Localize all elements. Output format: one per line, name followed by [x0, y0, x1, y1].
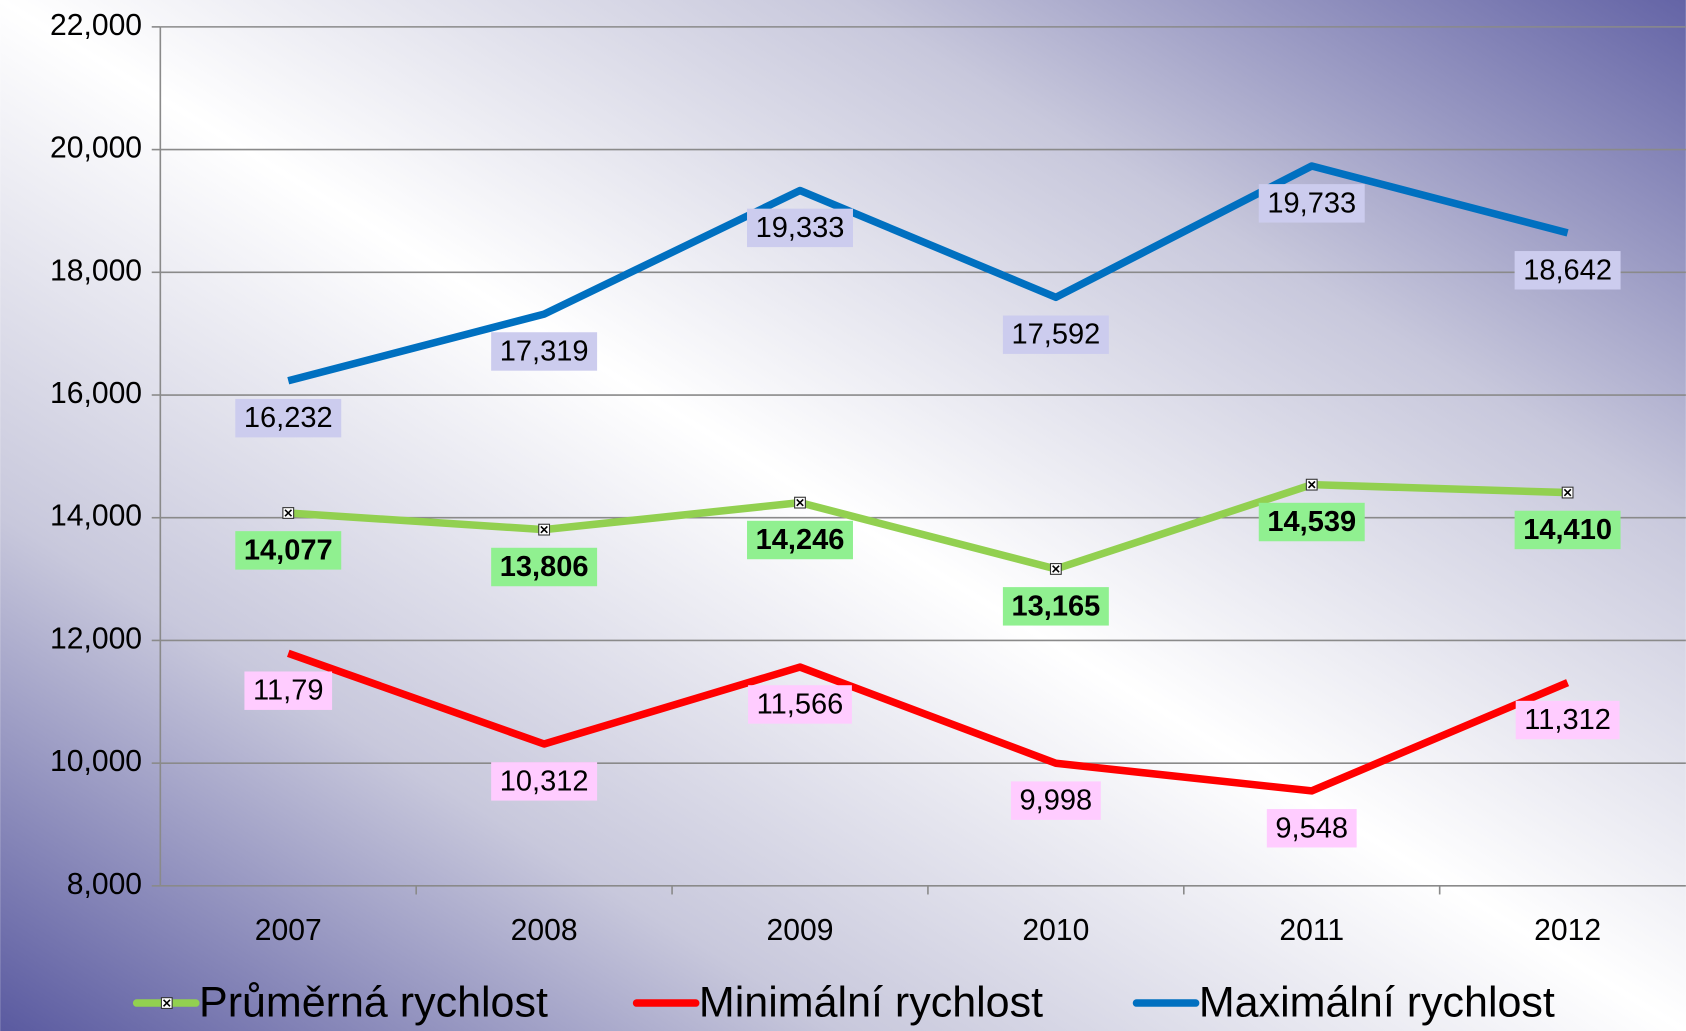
marker-cross	[1563, 488, 1572, 497]
data-label: 11,566	[757, 688, 844, 720]
data-label: 17,319	[500, 335, 589, 367]
data-label-bg	[491, 332, 598, 371]
marker-cross	[1307, 480, 1316, 489]
series-line	[287, 162, 1569, 385]
marker-cross	[540, 525, 548, 534]
x-tick-label: 2012	[1534, 914, 1601, 947]
data-label: 14,410	[1523, 514, 1612, 546]
data-label: 17,592	[1011, 319, 1100, 351]
marker-cross	[284, 509, 293, 517]
data-label: 14,246	[756, 524, 845, 556]
x-tick-label: 2010	[1022, 914, 1089, 947]
x-tick-label: 2009	[767, 914, 834, 947]
data-label: 18,642	[1523, 254, 1612, 286]
x-tick-label: 2008	[511, 914, 578, 947]
series-line	[287, 649, 1570, 795]
y-tick-label: 14,000	[50, 500, 142, 533]
y-tick-label: 10,000	[50, 745, 142, 778]
legend-label: Průměrná rychlost	[199, 979, 548, 1027]
data-label-bg	[1002, 587, 1109, 626]
data-label: 10,312	[500, 765, 589, 797]
data-label-bg	[235, 531, 342, 570]
data-label: 9,548	[1275, 812, 1348, 844]
data-label-bg	[244, 671, 333, 710]
y-tick-label: 16,000	[50, 377, 142, 410]
data-label: 11,312	[1524, 704, 1611, 736]
legend-marker-cross	[162, 999, 171, 1007]
y-tick-label: 12,000	[50, 622, 142, 655]
y-tick-label: 20,000	[50, 132, 142, 165]
data-label-bg	[747, 208, 853, 248]
legend-label: Maximální rychlost	[1199, 979, 1555, 1027]
data-label-bg	[1514, 510, 1621, 550]
data-label-bg	[1258, 502, 1365, 542]
data-label-bg	[1515, 700, 1620, 740]
data-label: 13,165	[1011, 590, 1100, 622]
data-label-bg	[491, 762, 598, 801]
data-label: 16,232	[244, 402, 333, 434]
data-label: 14,077	[244, 534, 333, 566]
data-label-bg	[1258, 184, 1365, 223]
data-label-bg	[747, 520, 853, 560]
data-label-bg	[1514, 251, 1621, 290]
data-label-bg	[235, 398, 342, 438]
data-label-bg	[1266, 809, 1357, 848]
series-line	[288, 480, 1568, 573]
data-label: 19,733	[1267, 187, 1356, 219]
data-label-bg	[1002, 315, 1109, 354]
data-label-bg	[748, 685, 852, 724]
y-tick-label: 18,000	[50, 254, 142, 287]
data-label-bg	[1010, 781, 1101, 820]
data-label: 11,79	[253, 675, 323, 707]
legend-label: Minimální rychlost	[699, 979, 1043, 1027]
data-label: 9,998	[1020, 785, 1093, 817]
data-label: 14,539	[1267, 506, 1356, 538]
marker-cross	[796, 498, 804, 507]
x-tick-label: 2011	[1279, 914, 1344, 947]
marker-cross	[1052, 565, 1060, 573]
y-tick-label: 22,000	[50, 9, 142, 42]
x-tick-label: 2007	[255, 914, 322, 947]
data-label: 19,333	[756, 212, 845, 244]
data-label: 13,806	[500, 551, 589, 583]
data-label-bg	[491, 547, 598, 587]
y-tick-label: 8,000	[67, 868, 142, 901]
